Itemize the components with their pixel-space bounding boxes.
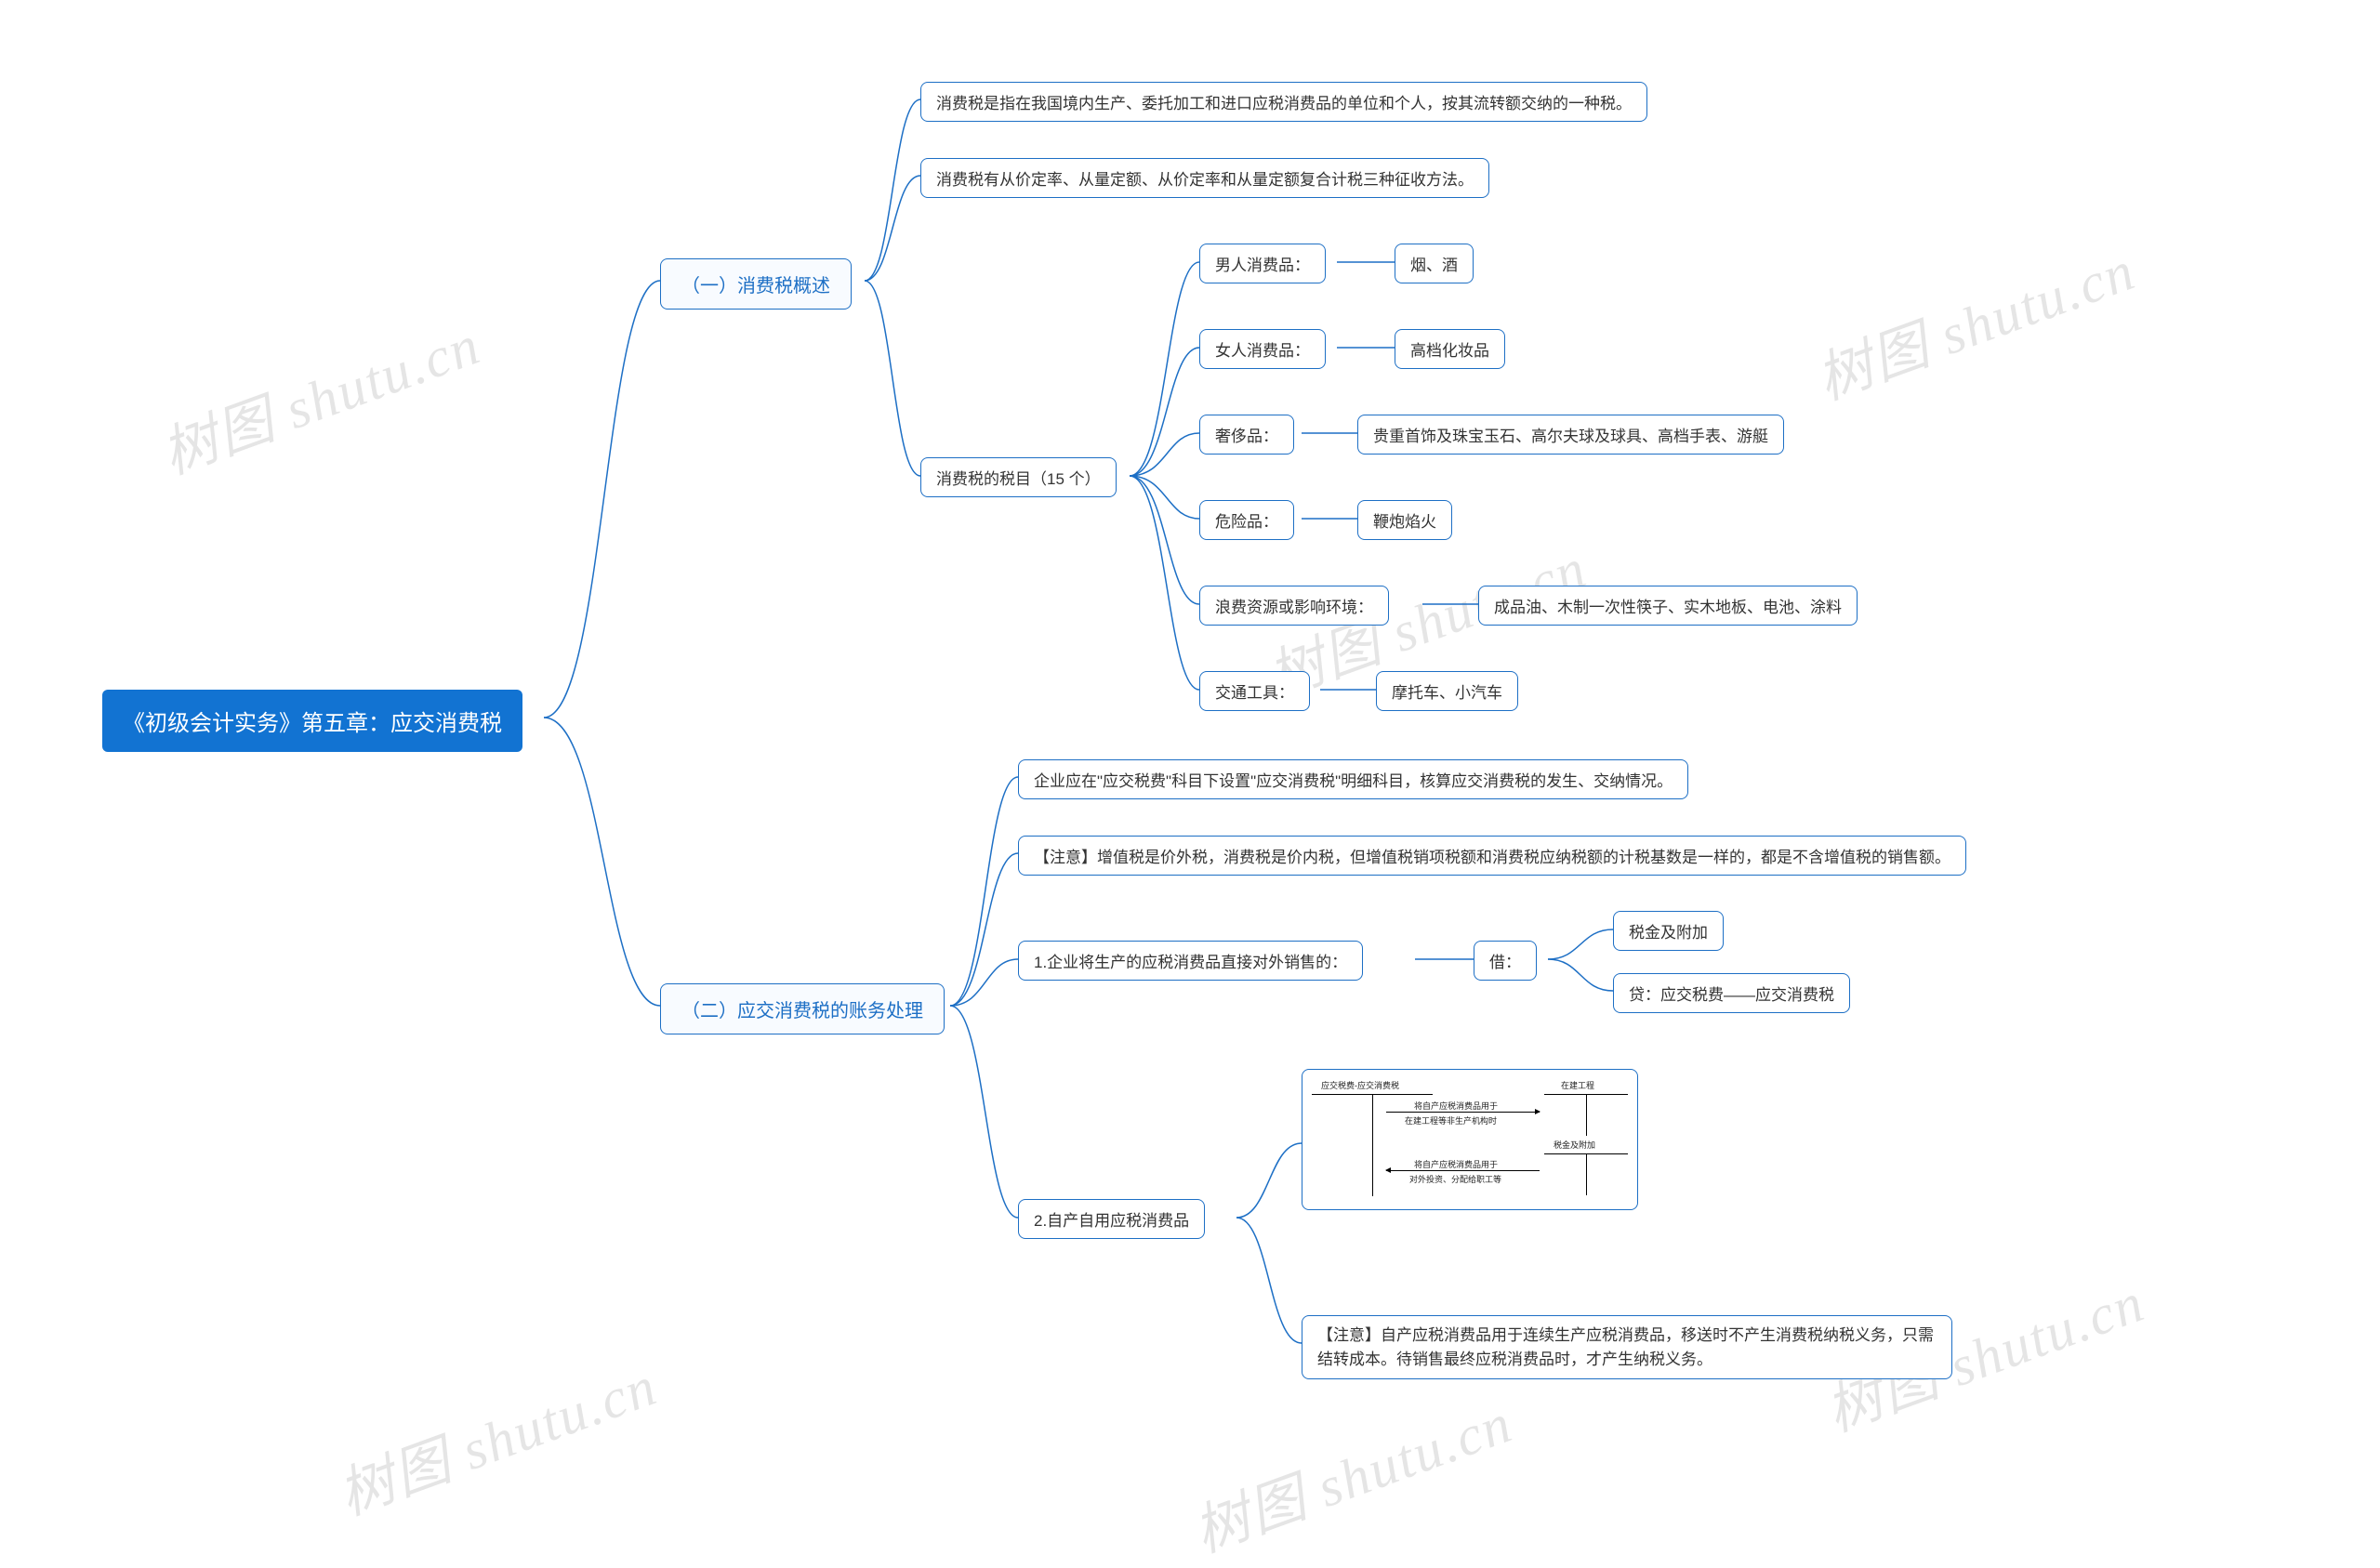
branch-2-label: （二）应交消费税的账务处理 <box>681 995 923 1022</box>
b2-item-2[interactable]: 2.自产自用应税消费品 <box>1018 1199 1205 1239</box>
b2-item-1[interactable]: 1.企业将生产的应税消费品直接对外销售的： <box>1018 941 1363 981</box>
tacct-left-title: 应交税费-应交消费税 <box>1321 1079 1399 1091</box>
tacct-arrow1b: 在建工程等非生产机构时 <box>1405 1114 1497 1127</box>
b1-leaf-1-text: 消费税是指在我国境内生产、委托加工和进口应税消费品的单位和个人，按其流转额交纳的… <box>936 90 1632 113</box>
b2-item-2-note-text: 【注意】自产应税消费品用于连续生产应税消费品，移送时不产生消费税纳税义务，只需结… <box>1317 1324 1937 1371</box>
cat-3-label-text: 奢侈品： <box>1215 423 1278 446</box>
tacct-arrow2b: 对外投资、分配给职工等 <box>1409 1173 1501 1185</box>
cat-1-value[interactable]: 烟、酒 <box>1395 244 1474 283</box>
cat-1-label-text: 男人消费品： <box>1215 252 1310 275</box>
b2-item-1-c2[interactable]: 贷：应交税费——应交消费税 <box>1613 973 1850 1013</box>
tacct-right-title: 在建工程 <box>1561 1079 1594 1091</box>
cat-6-value-text: 摩托车、小汽车 <box>1392 679 1502 703</box>
cat-3-value-text: 贵重首饰及珠宝玉石、高尔夫球及球具、高档手表、游艇 <box>1373 423 1768 446</box>
cat-5-value-text: 成品油、木制一次性筷子、实木地板、电池、涂料 <box>1494 594 1842 617</box>
tacct-arrow1: 将自产应税消费品用于 <box>1414 1100 1498 1112</box>
cat-6-value[interactable]: 摩托车、小汽车 <box>1376 671 1518 711</box>
b1-leaf-2-text: 消费税有从价定率、从量定额、从价定率和从量定额复合计税三种征收方法。 <box>936 166 1474 190</box>
tacct-arrow2: 将自产应税消费品用于 <box>1414 1158 1498 1170</box>
cat-4-label[interactable]: 危险品： <box>1199 500 1294 540</box>
cat-2-value[interactable]: 高档化妆品 <box>1395 329 1505 369</box>
cat-2-label[interactable]: 女人消费品： <box>1199 329 1326 369</box>
cat-5-label[interactable]: 浪费资源或影响环境： <box>1199 586 1389 626</box>
watermark: 树图 shutu.cn <box>1181 1378 1522 1568</box>
b2-item-1-debit[interactable]: 借： <box>1474 941 1537 981</box>
cat-1-label[interactable]: 男人消费品： <box>1199 244 1326 283</box>
b2-item-1-debit-text: 借： <box>1489 949 1521 972</box>
branch-1-label: （一）消费税概述 <box>681 270 830 297</box>
t-account-diagram: 应交税费-应交消费税 在建工程 税金及附加 将自产应税消费品用于 在建工程等非生… <box>1302 1069 1638 1210</box>
cat-6-label[interactable]: 交通工具： <box>1199 671 1310 711</box>
cat-4-value-text: 鞭炮焰火 <box>1373 508 1436 532</box>
watermark: 树图 shutu.cn <box>325 1341 667 1531</box>
b1-leaf-2[interactable]: 消费税有从价定率、从量定额、从价定率和从量定额复合计税三种征收方法。 <box>920 158 1489 198</box>
cat-6-label-text: 交通工具： <box>1215 679 1294 703</box>
b2-leaf-1-text: 企业应在"应交税费"科目下设置"应交消费税"明细科目，核算应交消费税的发生、交纳… <box>1034 768 1673 791</box>
cat-5-value[interactable]: 成品油、木制一次性筷子、实木地板、电池、涂料 <box>1478 586 1858 626</box>
tacct-right-title2: 税金及附加 <box>1554 1139 1595 1151</box>
cat-4-label-text: 危险品： <box>1215 508 1278 532</box>
tax-categories-node[interactable]: 消费税的税目（15 个） <box>920 457 1117 497</box>
cat-1-value-text: 烟、酒 <box>1410 252 1458 275</box>
root-label: 《初级会计实务》第五章：应交消费税 <box>123 705 502 737</box>
tax-categories-label: 消费税的税目（15 个） <box>936 466 1101 489</box>
b2-item-1-c2-text: 贷：应交税费——应交消费税 <box>1629 982 1834 1005</box>
cat-5-label-text: 浪费资源或影响环境： <box>1215 594 1373 617</box>
cat-2-value-text: 高档化妆品 <box>1410 337 1489 361</box>
watermark: 树图 shutu.cn <box>149 300 490 490</box>
cat-3-label[interactable]: 奢侈品： <box>1199 415 1294 455</box>
branch-2[interactable]: （二）应交消费税的账务处理 <box>660 983 945 1034</box>
b2-item-2-note[interactable]: 【注意】自产应税消费品用于连续生产应税消费品，移送时不产生消费税纳税义务，只需结… <box>1302 1315 1952 1379</box>
b2-item-2-text: 2.自产自用应税消费品 <box>1034 1207 1189 1231</box>
b2-leaf-1[interactable]: 企业应在"应交税费"科目下设置"应交消费税"明细科目，核算应交消费税的发生、交纳… <box>1018 759 1688 799</box>
b1-leaf-1[interactable]: 消费税是指在我国境内生产、委托加工和进口应税消费品的单位和个人，按其流转额交纳的… <box>920 82 1647 122</box>
b2-item-1-text: 1.企业将生产的应税消费品直接对外销售的： <box>1034 949 1347 972</box>
watermark: 树图 shutu.cn <box>1804 226 2145 415</box>
root-node[interactable]: 《初级会计实务》第五章：应交消费税 <box>102 690 522 752</box>
b2-item-1-c1-text: 税金及附加 <box>1629 919 1708 942</box>
cat-2-label-text: 女人消费品： <box>1215 337 1310 361</box>
b2-leaf-2[interactable]: 【注意】增值税是价外税，消费税是价内税，但增值税销项税额和消费税应纳税额的计税基… <box>1018 836 1966 876</box>
branch-1[interactable]: （一）消费税概述 <box>660 258 852 310</box>
b2-item-1-c1[interactable]: 税金及附加 <box>1613 911 1724 951</box>
cat-4-value[interactable]: 鞭炮焰火 <box>1357 500 1452 540</box>
b2-leaf-2-text: 【注意】增值税是价外税，消费税是价内税，但增值税销项税额和消费税应纳税额的计税基… <box>1034 844 1950 867</box>
cat-3-value[interactable]: 贵重首饰及珠宝玉石、高尔夫球及球具、高档手表、游艇 <box>1357 415 1784 455</box>
